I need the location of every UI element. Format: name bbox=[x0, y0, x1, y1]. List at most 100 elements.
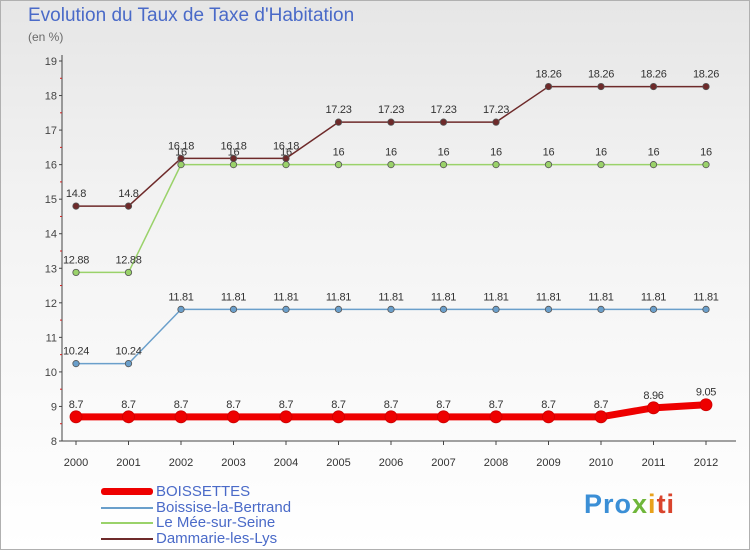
data-point-boissise-la-bertrand-2006 bbox=[387, 305, 395, 313]
legend-swatch-boissettes bbox=[101, 488, 153, 495]
data-point-boissettes-2007 bbox=[437, 410, 450, 424]
y-tick-label-15: 15 bbox=[45, 194, 57, 206]
data-label-dammarie-les-lys-2012: 18.26 bbox=[693, 69, 719, 81]
data-label-boissise-la-bertrand-2008: 11.81 bbox=[483, 291, 508, 303]
data-label-boissettes-2011: 8.96 bbox=[643, 390, 663, 402]
data-label-le-mee-sur-seine-2011: 16 bbox=[648, 147, 660, 159]
data-label-boissise-la-bertrand-2010: 11.81 bbox=[588, 291, 613, 303]
y-tick-label-8: 8 bbox=[51, 436, 57, 448]
data-point-boissise-la-bertrand-2003 bbox=[229, 305, 238, 313]
legend-swatch-boissise-la-bertrand bbox=[101, 506, 153, 509]
data-point-boissise-la-bertrand-2001 bbox=[124, 360, 133, 368]
x-tick-label-2001: 2001 bbox=[116, 457, 140, 469]
data-label-le-mee-sur-seine-2008: 16 bbox=[490, 147, 502, 159]
data-point-boissise-la-bertrand-2009 bbox=[544, 305, 553, 313]
data-label-dammarie-les-lys-2002: 16.18 bbox=[168, 140, 194, 152]
data-label-dammarie-les-lys-2000: 14.8 bbox=[66, 188, 86, 200]
data-label-boissise-la-bertrand-2006: 11.81 bbox=[378, 291, 403, 303]
data-label-boissettes-2006: 8.7 bbox=[384, 399, 399, 411]
data-point-le-mee-sur-seine-2010 bbox=[597, 161, 605, 169]
data-point-le-mee-sur-seine-2011 bbox=[649, 161, 658, 169]
y-tick-label-19: 19 bbox=[45, 56, 57, 68]
data-point-boissise-la-bertrand-2007 bbox=[439, 305, 448, 313]
data-point-boissettes-2002 bbox=[174, 410, 188, 424]
data-point-dammarie-les-lys-2008 bbox=[492, 118, 500, 126]
data-point-le-mee-sur-seine-2006 bbox=[387, 161, 395, 169]
data-point-boissettes-2003 bbox=[227, 410, 240, 424]
data-point-le-mee-sur-seine-2004 bbox=[282, 161, 290, 169]
x-tick-label-2008: 2008 bbox=[484, 457, 508, 469]
data-point-le-mee-sur-seine-2009 bbox=[544, 161, 553, 169]
data-point-boissettes-2004 bbox=[279, 410, 293, 424]
y-tick-label-13: 13 bbox=[45, 263, 57, 275]
data-label-boissettes-2003: 8.7 bbox=[226, 399, 241, 411]
data-label-boissettes-2007: 8.7 bbox=[436, 399, 451, 411]
y-tick-label-18: 18 bbox=[45, 91, 57, 103]
data-label-le-mee-sur-seine-2012: 16 bbox=[700, 147, 712, 159]
x-tick-label-2005: 2005 bbox=[326, 457, 350, 469]
data-label-dammarie-les-lys-2010: 18.26 bbox=[588, 69, 614, 81]
data-label-boissettes-2008: 8.7 bbox=[489, 399, 504, 411]
y-tick-label-11: 11 bbox=[46, 332, 57, 344]
x-tick-label-2004: 2004 bbox=[274, 457, 298, 469]
legend-label-boissise-la-bertrand: Boissise-la-Bertrand bbox=[156, 498, 292, 516]
logo-part-i: i bbox=[648, 489, 657, 519]
data-label-boissettes-2009: 8.7 bbox=[541, 399, 556, 411]
data-point-boissise-la-bertrand-2011 bbox=[649, 305, 658, 313]
legend-swatch-le-mee-sur-seine bbox=[101, 522, 153, 524]
data-point-le-mee-sur-seine-2007 bbox=[439, 161, 448, 169]
data-label-le-mee-sur-seine-2001: 12.88 bbox=[115, 254, 141, 266]
legend-label-dammarie-les-lys: Dammarie-les-Lys bbox=[156, 529, 278, 547]
data-point-boissise-la-bertrand-2010 bbox=[597, 305, 605, 313]
x-tick-label-2009: 2009 bbox=[536, 457, 560, 469]
data-point-dammarie-les-lys-2005 bbox=[334, 118, 343, 126]
x-tick-label-2011: 2011 bbox=[642, 457, 666, 469]
data-point-boissise-la-bertrand-2002 bbox=[177, 305, 185, 313]
data-label-boissise-la-bertrand-2004: 11.81 bbox=[273, 291, 298, 303]
data-point-boissise-la-bertrand-2000 bbox=[72, 360, 80, 368]
logo-part-ti: ti bbox=[656, 489, 676, 519]
data-point-dammarie-les-lys-2003 bbox=[229, 154, 238, 163]
data-label-dammarie-les-lys-2001: 14.8 bbox=[118, 188, 138, 200]
x-tick-label-2003: 2003 bbox=[221, 457, 245, 469]
y-tick-label-10: 10 bbox=[45, 367, 57, 379]
series-line-boissise-la-bertrand bbox=[75, 308, 707, 365]
x-tick-label-2012: 2012 bbox=[694, 457, 718, 469]
data-label-boissise-la-bertrand-2011: 11.81 bbox=[641, 291, 666, 303]
data-label-boissettes-2004: 8.7 bbox=[279, 399, 294, 411]
data-label-le-mee-sur-seine-2006: 16 bbox=[385, 147, 397, 159]
data-point-le-mee-sur-seine-2008 bbox=[492, 161, 500, 169]
data-point-boissettes-2010 bbox=[594, 410, 608, 424]
data-label-dammarie-les-lys-2008: 17.23 bbox=[483, 104, 509, 116]
data-point-dammarie-les-lys-2010 bbox=[597, 82, 605, 91]
data-label-boissettes-2002: 8.7 bbox=[174, 399, 189, 411]
data-label-dammarie-les-lys-2005: 17.23 bbox=[325, 104, 351, 116]
data-point-dammarie-les-lys-2000 bbox=[72, 202, 80, 210]
data-label-dammarie-les-lys-2011: 18.26 bbox=[640, 69, 666, 81]
data-label-boissise-la-bertrand-2007: 11.81 bbox=[431, 291, 456, 303]
y-tick-label-12: 12 bbox=[45, 298, 57, 310]
y-tick-label-14: 14 bbox=[45, 229, 57, 241]
data-point-dammarie-les-lys-2001 bbox=[124, 202, 133, 210]
data-label-boissettes-2001: 8.7 bbox=[121, 399, 136, 411]
data-point-le-mee-sur-seine-2003 bbox=[229, 161, 238, 169]
data-label-dammarie-les-lys-2006: 17.23 bbox=[378, 104, 404, 116]
data-label-dammarie-les-lys-2004: 16.18 bbox=[273, 140, 299, 152]
proxiti-logo: Proxiti bbox=[584, 489, 675, 520]
data-label-boissise-la-bertrand-2001: 10.24 bbox=[115, 346, 141, 358]
data-label-boissettes-2010: 8.7 bbox=[594, 399, 609, 411]
data-point-boissettes-2000 bbox=[69, 410, 83, 424]
legend-label-boissettes: BOISSETTES bbox=[156, 483, 251, 500]
data-point-le-mee-sur-seine-2005 bbox=[334, 161, 343, 169]
data-point-le-mee-sur-seine-2000 bbox=[72, 268, 80, 277]
legend-swatch-dammarie-les-lys bbox=[101, 537, 153, 540]
data-point-dammarie-les-lys-2004 bbox=[282, 154, 290, 163]
data-label-dammarie-les-lys-2009: 18.26 bbox=[535, 69, 561, 81]
x-tick-label-2002: 2002 bbox=[169, 457, 193, 469]
unit-label: (en %) bbox=[28, 30, 64, 44]
legend-label-le-mee-sur-seine: Le Mée-sur-Seine bbox=[156, 514, 276, 531]
data-point-boissettes-2009 bbox=[542, 410, 555, 424]
x-tick-label-2010: 2010 bbox=[589, 457, 613, 469]
x-tick-label-2007: 2007 bbox=[431, 457, 455, 469]
data-point-dammarie-les-lys-2009 bbox=[544, 82, 553, 91]
